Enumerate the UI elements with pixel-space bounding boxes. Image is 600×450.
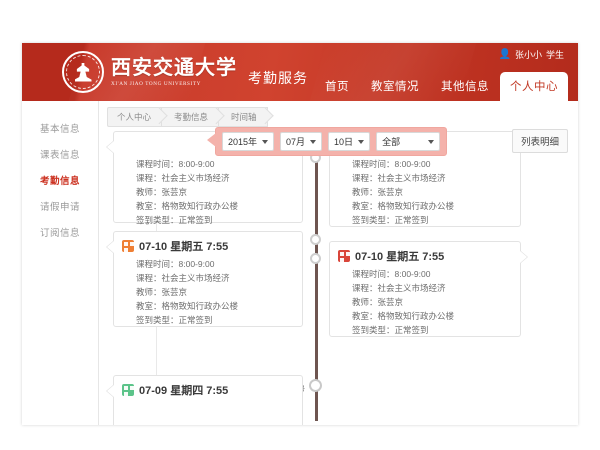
day-select[interactable]: 10日: [328, 132, 371, 151]
university-seal-icon: [62, 51, 104, 93]
attendance-card-course: 课程：社会主义市场经济: [136, 273, 230, 283]
attendance-card-course: 课程：社会主义市场经济: [136, 173, 230, 183]
timeline-area: 2015 7月 6月 5月 3月 2月 1月 2014 2013 10号: [99, 129, 578, 425]
chevron-down-icon: [358, 139, 365, 144]
attendance-leave-icon: [122, 384, 134, 396]
app-body: 基本信息 课表信息 考勤信息 请假申请 订阅信息 个人中心 考勤信息 时间轴 2…: [22, 101, 578, 425]
attendance-card-time: 课程时间：8:00-9:00: [136, 259, 215, 269]
month-select[interactable]: 07月: [280, 132, 323, 151]
breadcrumb-item-attendance-info[interactable]: 考勤信息: [161, 107, 219, 127]
attendance-card-header: 07-10 星期五 7:55: [338, 248, 512, 264]
attendance-card-title: 07-09 星期四 7:55: [139, 385, 229, 397]
breadcrumb: 个人中心 考勤信息 时间轴: [99, 101, 578, 127]
attendance-normal-icon: [122, 240, 134, 252]
timeline-dot-day-09[interactable]: [309, 379, 322, 392]
attendance-card[interactable]: 07-09 星期四 7:55: [113, 375, 303, 425]
nav-item-classroom[interactable]: 教室情况: [371, 81, 419, 93]
brand-name-en: XI'AN JIAO TONG UNIVERSITY: [111, 80, 201, 87]
attendance-card-course: 课程：社会主义市场经济: [352, 283, 446, 293]
chevron-down-icon: [310, 139, 317, 144]
attendance-card-time: 课程时间：8:00-9:00: [352, 269, 431, 279]
attendance-card-title: 07-10 星期五 7:55: [355, 251, 445, 263]
nav-item-home[interactable]: 首页: [325, 81, 349, 93]
breadcrumb-item-personal-center[interactable]: 个人中心: [107, 107, 162, 127]
attendance-card-checkin-type: 签到类型：正常签到: [136, 215, 213, 225]
brand-subtitle: 考勤服务: [248, 70, 308, 86]
attendance-card-time: 课程时间：8:00-9:00: [136, 159, 215, 169]
attendance-card[interactable]: 07-10 星期五 7:55 课程时间：8:00-9:00 课程：社会主义市场经…: [113, 231, 303, 327]
chevron-down-icon: [262, 139, 269, 144]
breadcrumb-item-timeline[interactable]: 时间轴: [218, 107, 268, 127]
content-area: 个人中心 考勤信息 时间轴 2015年 07月 10日 全部: [99, 101, 578, 425]
sidebar-item-leave-request[interactable]: 请假申请: [39, 202, 80, 213]
attendance-card-teacher: 教师：张芸京: [136, 287, 188, 297]
scope-select[interactable]: 全部: [376, 132, 441, 151]
year-select-value: 2015年: [228, 137, 258, 147]
day-select-value: 10日: [334, 137, 354, 147]
nav-item-personal-center[interactable]: 个人中心: [500, 72, 568, 101]
month-select-value: 07月: [286, 137, 306, 147]
user-name: 张小小: [514, 50, 542, 60]
attendance-card-title: 07-10 星期五 7:55: [139, 241, 229, 253]
attendance-card-header: 07-10 星期五 7:55: [122, 238, 294, 254]
sidebar-item-basic-info[interactable]: 基本信息: [39, 124, 80, 135]
brand: 西安交通大学 XI'AN JIAO TONG UNIVERSITY 考勤服务: [62, 51, 308, 93]
user-icon: 👤: [498, 48, 511, 60]
attendance-card-checkin-type: 签到类型：正常签到: [136, 315, 213, 325]
main-nav: 首页 教室情况 其他信息 个人中心: [314, 72, 568, 101]
list-detail-button[interactable]: 列表明细: [511, 129, 568, 153]
filter-toolbar: 2015年 07月 10日 全部: [206, 127, 448, 156]
attendance-card-header: 07-09 星期四 7:55: [122, 382, 294, 398]
sidebar-item-subscription-info[interactable]: 订阅信息: [39, 228, 80, 239]
attendance-app-window: 西安交通大学 XI'AN JIAO TONG UNIVERSITY 考勤服务 👤…: [22, 43, 578, 425]
year-select[interactable]: 2015年: [222, 132, 275, 151]
sidebar-item-schedule-info[interactable]: 课表信息: [39, 150, 80, 161]
attendance-card-room: 教室：格物致知行政办公楼: [136, 201, 239, 211]
attendance-card-checkin-type: 签到类型：正常签到: [352, 215, 429, 225]
attendance-card-room: 教室：格物致知行政办公楼: [352, 311, 455, 321]
attendance-card-time: 课程时间：8:00-9:00: [352, 159, 431, 169]
seal-core-glyph: [74, 62, 92, 82]
chevron-down-icon: [428, 139, 435, 144]
attendance-card-room: 教室：格物致知行政办公楼: [136, 301, 239, 311]
attendance-card-room: 教室：格物致知行政办公楼: [352, 201, 455, 211]
brand-name-cn: 西安交通大学: [111, 56, 237, 79]
scope-select-value: 全部: [382, 137, 401, 147]
attendance-card-course: 课程：社会主义市场经济: [352, 173, 446, 183]
sidebar: 基本信息 课表信息 考勤信息 请假申请 订阅信息: [22, 101, 99, 425]
timeline-dot[interactable]: [310, 234, 321, 245]
app-header: 西安交通大学 XI'AN JIAO TONG UNIVERSITY 考勤服务 👤…: [22, 43, 578, 101]
attendance-card-checkin-type: 签到类型：正常签到: [352, 325, 429, 335]
attendance-card-teacher: 教师：张芸京: [352, 187, 404, 197]
user-box[interactable]: 👤 张小小 学生: [499, 48, 564, 61]
attendance-card-teacher: 教师：张芸京: [352, 297, 404, 307]
user-role: 学生: [545, 50, 564, 60]
timeline-rail: [315, 129, 318, 421]
timeline-dot[interactable]: [310, 253, 321, 264]
attendance-late-icon: [338, 250, 350, 262]
attendance-card-teacher: 教师：张芸京: [136, 187, 188, 197]
attendance-card[interactable]: 07-10 星期五 7:55 课程时间：8:00-9:00 课程：社会主义市场经…: [329, 241, 521, 337]
nav-item-other-info[interactable]: 其他信息: [441, 81, 489, 93]
sidebar-item-attendance-info[interactable]: 考勤信息: [39, 176, 80, 187]
